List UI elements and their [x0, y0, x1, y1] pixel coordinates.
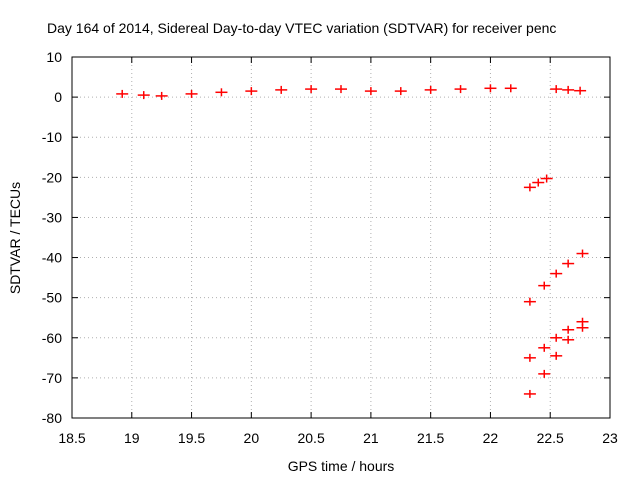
data-point: [562, 325, 575, 334]
x-tick-label: 23: [602, 430, 618, 446]
data-point: [394, 87, 407, 96]
data-point: [275, 85, 288, 94]
data-point: [424, 85, 437, 94]
y-tick-labels: 10 0 -10 -20 -30 -40 -50 -60 -70 -80: [42, 49, 62, 426]
data-point: [562, 85, 575, 94]
y-tick-label: -80: [42, 410, 62, 426]
data-point: [137, 91, 150, 100]
data-point: [538, 369, 551, 378]
data-point: [504, 84, 517, 93]
data-point: [335, 85, 347, 94]
y-tick-label: -60: [42, 330, 62, 346]
x-tick-label: 19.5: [178, 430, 205, 446]
data-point: [562, 335, 575, 344]
x-tick-labels: 18.5 19 19.5 20 20.5 21 21.5 22 22.5 23: [58, 430, 618, 446]
plot-frame: [71, 56, 611, 419]
y-tick-label: -70: [42, 370, 62, 386]
data-points: [116, 84, 589, 398]
data-point: [305, 85, 318, 94]
data-point: [523, 353, 536, 362]
data-point: [484, 84, 497, 93]
data-point: [364, 87, 377, 96]
x-axis-label: GPS time / hours: [288, 458, 395, 474]
data-point: [550, 333, 563, 342]
x-tick-label: 20: [244, 430, 260, 446]
x-tick-label: 18.5: [58, 430, 85, 446]
data-point: [550, 269, 563, 278]
y-axis-label: SDTVAR / TECUs: [7, 182, 23, 294]
axis-ticks: [71, 56, 611, 419]
data-point: [538, 343, 551, 352]
data-point: [562, 259, 575, 268]
y-tick-label: -30: [42, 209, 62, 225]
data-point: [185, 89, 198, 98]
data-point: [576, 323, 589, 332]
grid: [72, 57, 610, 418]
data-point: [538, 281, 551, 290]
y-tick-label: -50: [42, 290, 62, 306]
y-tick-label: 10: [46, 49, 62, 65]
chart-title: Day 164 of 2014, Sidereal Day-to-day VTE…: [47, 20, 556, 36]
data-point: [550, 85, 563, 94]
y-tick-label: 0: [54, 89, 62, 105]
x-tick-label: 21.5: [417, 430, 444, 446]
data-point: [574, 86, 587, 95]
data-point: [215, 88, 228, 97]
y-tick-label: -20: [42, 169, 62, 185]
y-tick-label: -10: [42, 129, 62, 145]
data-point: [116, 89, 129, 98]
data-point: [155, 91, 168, 100]
x-tick-label: 21: [363, 430, 379, 446]
data-point: [576, 249, 589, 258]
data-point: [550, 351, 563, 360]
data-point: [540, 174, 553, 183]
x-tick-label: 22.5: [537, 430, 564, 446]
x-tick-label: 20.5: [297, 430, 324, 446]
x-tick-label: 22: [483, 430, 499, 446]
data-point: [523, 297, 536, 306]
data-point: [454, 85, 467, 94]
x-tick-label: 19: [124, 430, 140, 446]
y-tick-label: -40: [42, 250, 62, 266]
data-point: [532, 178, 545, 187]
data-point: [245, 87, 258, 96]
data-point: [523, 389, 536, 398]
data-point: [523, 183, 536, 192]
